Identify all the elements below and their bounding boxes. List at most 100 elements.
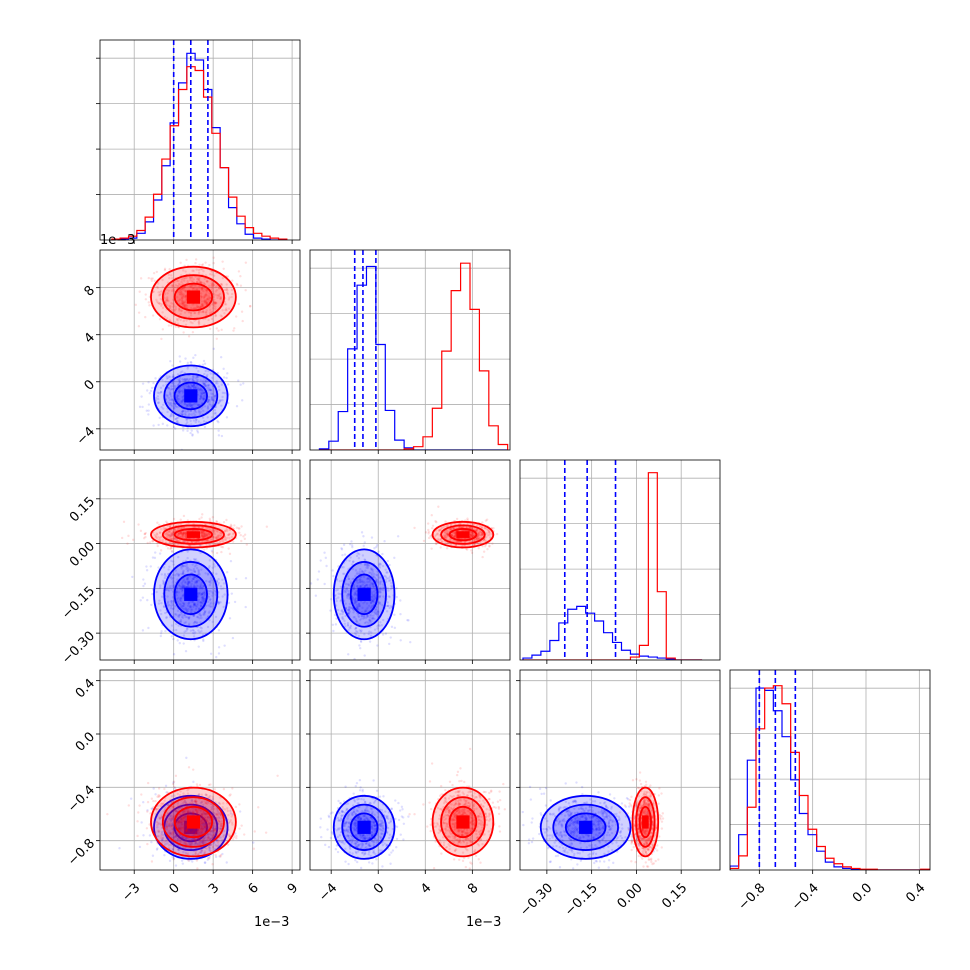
contour-blue — [341, 803, 387, 851]
panel-3-1: −4 0 4 8 — [306, 669, 511, 905]
density-peak-blue — [579, 820, 593, 834]
y-tick-label: 0.00 — [67, 539, 98, 570]
x-ticks — [96, 287, 293, 454]
histogram-red — [111, 66, 288, 240]
panel-frame — [309, 669, 511, 871]
y-tick-label: 0 — [82, 377, 98, 393]
y-tick-label: −0.15 — [59, 584, 98, 623]
y-tick-label: 0.4 — [73, 676, 98, 701]
histogram-blue — [318, 265, 508, 450]
contour-blue — [539, 794, 632, 860]
contour-blue — [341, 561, 387, 628]
panel-0-0 — [96, 39, 301, 244]
panel-content — [134, 256, 252, 450]
panel-frame — [309, 459, 511, 661]
panel-frame — [99, 459, 301, 661]
y-tick-label: −0.8 — [65, 836, 98, 869]
panel-2-1 — [306, 459, 511, 664]
panel-content — [310, 505, 499, 660]
panel-3-3: −0.8 −0.4 0.0 0.4 — [729, 669, 931, 914]
panel-3-2: −0.30 −0.15 0.00 0.15 — [516, 669, 721, 920]
x-tick-label: −3 — [119, 881, 143, 905]
contour-red — [150, 265, 237, 329]
panel-1-1 — [309, 249, 511, 454]
contour-blue — [332, 548, 396, 641]
x-tick-label: 0.4 — [903, 881, 928, 906]
x-tick-label: 0.0 — [850, 881, 875, 906]
histogram-blue — [522, 605, 703, 660]
x-ticks — [758, 870, 920, 874]
contour-red — [448, 805, 478, 839]
histogram-red — [730, 685, 930, 870]
contour-blue — [349, 812, 379, 843]
contour-red — [161, 524, 225, 545]
x-tick-label: −4 — [316, 881, 340, 905]
contour-blue — [163, 373, 219, 419]
contour-blue — [173, 381, 208, 411]
contour-red — [173, 282, 214, 312]
contour-blue — [332, 794, 396, 860]
density-peak-red — [186, 815, 201, 829]
x-tick-label: 8 — [465, 881, 481, 897]
panel-content — [318, 250, 509, 450]
y-tick-label: 4 — [82, 330, 98, 346]
contour-blue — [163, 561, 219, 628]
gridlines — [310, 460, 510, 660]
histogram-red — [319, 262, 509, 450]
offset-label-x2: 1e−3 — [466, 915, 501, 930]
panel-frame — [99, 249, 301, 451]
x-tick-label: 4 — [418, 881, 434, 897]
y-tick-label: 8 — [82, 283, 98, 299]
panel-frame — [729, 669, 931, 871]
density-peak-red — [456, 531, 470, 538]
x-tick-label: 0 — [166, 881, 182, 897]
panel-3-0: −3 0 3 6 9 −0.8 −0.4 0.0 0.4 — [65, 669, 301, 905]
gridlines — [310, 250, 510, 450]
contour-red — [161, 274, 225, 320]
contour-red — [448, 528, 478, 542]
panel-content — [111, 40, 288, 240]
panel-1-0: −4 0 4 8 — [74, 249, 301, 454]
histogram-blue — [111, 52, 287, 240]
offset-label-top: 1e−3 — [100, 233, 135, 248]
panel-frame — [99, 39, 301, 241]
histogram-blue — [730, 687, 930, 870]
x-tick-label: 3 — [206, 881, 222, 897]
panel-content — [521, 771, 665, 870]
density-peak-red — [642, 815, 649, 829]
y-tick-label: 0.15 — [67, 494, 98, 525]
panel-content — [730, 670, 930, 870]
x-tick-label: 0 — [371, 881, 387, 897]
x-ticks — [96, 57, 293, 244]
y-tick-label: −4 — [74, 424, 98, 448]
density-peak-red — [186, 531, 201, 538]
contour-blue — [349, 573, 379, 616]
contour-blue — [153, 794, 229, 860]
x-ticks — [330, 450, 473, 454]
x-tick-label: 0.15 — [659, 881, 690, 912]
density-peak-red — [456, 815, 470, 829]
contour-red — [431, 520, 495, 549]
contour-red — [161, 796, 225, 848]
x-ticks — [546, 660, 682, 664]
contour-red — [631, 786, 660, 858]
density-peak-blue — [184, 587, 198, 601]
panel-frame — [99, 669, 301, 871]
density-peak-red — [186, 290, 201, 304]
density-peak-blue — [357, 820, 371, 834]
x-ticks — [96, 498, 293, 664]
contour-blue — [153, 364, 229, 428]
contour-red — [440, 524, 486, 545]
contour-red — [431, 786, 495, 858]
panel-frame — [309, 249, 511, 451]
x-ticks — [96, 680, 293, 874]
contour-red — [173, 805, 214, 839]
x-tick-label: −0.30 — [517, 881, 556, 920]
y-tick-label: −0.4 — [65, 783, 98, 816]
offset-label-x1: 1e−3 — [254, 915, 289, 930]
gridlines — [100, 250, 300, 450]
panel-content — [106, 756, 279, 870]
x-ticks — [306, 680, 473, 874]
x-tick-label: −0.15 — [562, 881, 601, 920]
contour-blue — [564, 812, 607, 843]
